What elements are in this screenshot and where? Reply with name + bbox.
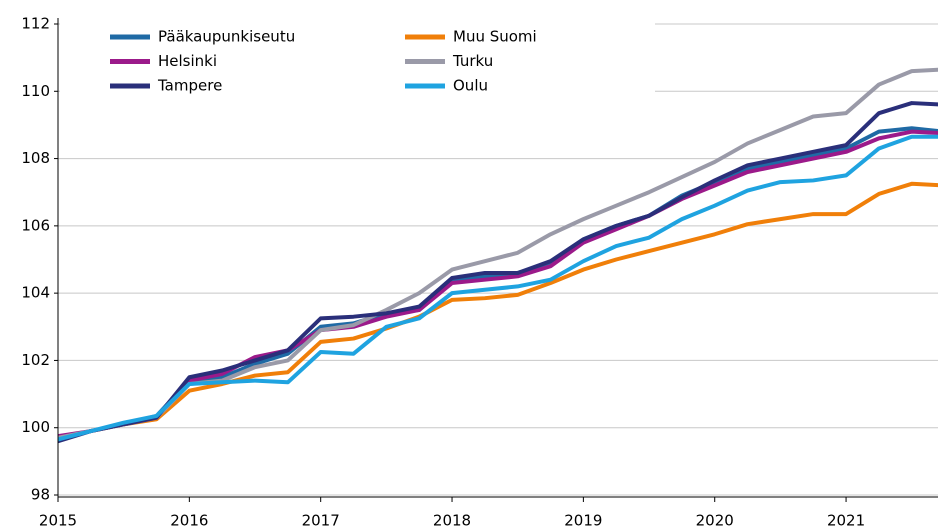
x-tick-label: 2021 [827,512,865,530]
legend-label: Helsinki [158,52,217,70]
y-tick-label: 98 [31,486,50,504]
x-tick-label: 2015 [39,512,77,530]
legend-label: Pääkaupunkiseutu [158,28,295,46]
series-line [58,129,938,439]
series-line [58,101,938,444]
x-tick-label: 2020 [696,512,734,530]
y-tick-label: 104 [21,284,50,302]
y-tick-label: 110 [21,82,50,100]
legend: Pääkaupunkiseutu Muu Suomi Helsinki Turku Ta… [60,14,655,102]
legend-label: Tampere [157,77,222,95]
x-tick-label: 2017 [302,512,340,530]
series-line [58,181,938,440]
x-tick-label: 2018 [433,512,471,530]
x-tick-label: 2019 [564,512,602,530]
axes: 98 100 102 104 106 108 110 112 2015 2016 2017 2018 2… [21,15,938,530]
series-line [58,134,938,442]
legend-background [60,14,655,102]
y-tick-label: 100 [21,418,50,436]
y-tick-label: 112 [21,15,50,33]
y-tick-label: 102 [21,351,50,369]
legend-label: Oulu [453,77,488,95]
legend-label: Turku [452,52,493,70]
legend-label: Muu Suomi [453,28,537,46]
plot-area [58,67,938,444]
x-tick-label: 2016 [170,512,208,530]
series-line [58,126,938,442]
y-tick-label: 106 [21,216,50,234]
y-tick-label: 108 [21,149,50,167]
